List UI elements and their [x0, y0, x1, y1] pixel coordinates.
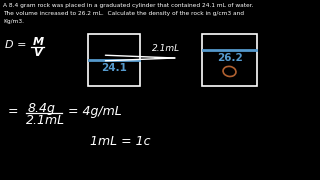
Text: M: M [33, 37, 44, 47]
Text: Kg/m3.: Kg/m3. [3, 19, 24, 24]
Text: = 4g/mL: = 4g/mL [68, 105, 122, 118]
Text: D =: D = [5, 40, 27, 50]
Text: The volume increased to 26.2 mL.  Calculate the density of the rock in g/cm3 and: The volume increased to 26.2 mL. Calcula… [3, 11, 244, 16]
Text: 26.2: 26.2 [217, 53, 242, 63]
Text: 24.1: 24.1 [101, 63, 127, 73]
Bar [202, 34, 257, 86]
Text: 2.1mL: 2.1mL [152, 44, 180, 53]
Text: 1mL = 1c: 1mL = 1c [90, 135, 150, 148]
Bar [88, 34, 140, 86]
Text: =: = [8, 105, 19, 118]
Text: 2.1mL: 2.1mL [26, 114, 65, 127]
Text: A 8.4 gram rock was placed in a graduated cylinder that contained 24.1 mL of wat: A 8.4 gram rock was placed in a graduate… [3, 3, 253, 8]
Text: V: V [33, 48, 42, 58]
Text: 8.4g: 8.4g [28, 102, 56, 115]
